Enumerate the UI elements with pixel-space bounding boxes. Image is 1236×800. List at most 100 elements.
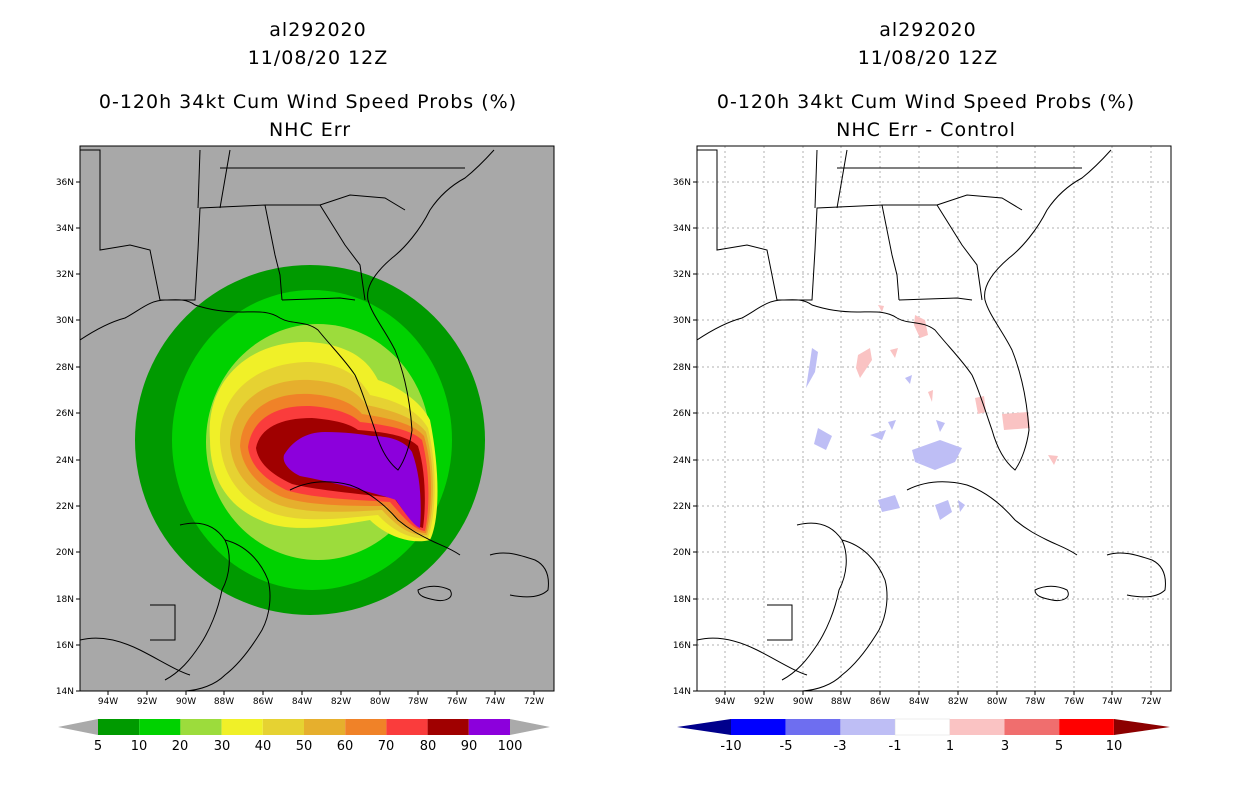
left-lat-label: 14N [56, 687, 74, 697]
left-colorbar-end-high [510, 719, 550, 735]
diff-positive-patch [928, 390, 933, 402]
right-lon-label: 82W [948, 697, 968, 707]
left-lon-label: 84W [292, 697, 312, 707]
diff-negative-patch [958, 500, 965, 512]
right-colorbar-swatch [949, 719, 1005, 735]
left-colorbar-label: 100 [498, 739, 523, 754]
left-colorbar-label: 10 [131, 739, 148, 754]
left-colorbar-label: 60 [337, 739, 354, 754]
left-lat-label: 20N [56, 548, 74, 558]
left-title-datetime: 11/08/20 12Z [247, 47, 389, 69]
right-lon-axis: 94W 92W 90W 88W 86W 84W 82W 80W 78W 76W … [715, 691, 1161, 707]
left-colorbar-label: 70 [378, 739, 395, 754]
right-lat-label: 30N [673, 316, 691, 326]
left-colorbar-swatch [221, 719, 263, 735]
right-difference-field [806, 305, 1058, 520]
right-lat-label: 14N [673, 687, 691, 697]
right-lon-label: 92W [754, 697, 774, 707]
right-colorbar-label: 1 [946, 739, 954, 754]
right-colorbar-end-high [1114, 719, 1170, 735]
left-colorbar-swatch [262, 719, 304, 735]
right-lat-label: 18N [673, 595, 691, 605]
left-lon-label: 90W [176, 697, 196, 707]
right-lat-label: 28N [673, 363, 691, 373]
left-title-product: 0-120h 34kt Cum Wind Speed Probs (%) [98, 91, 518, 113]
right-coastlines [697, 149, 1166, 691]
diff-positive-patch [975, 396, 986, 414]
left-colorbar-swatch [98, 719, 140, 735]
diff-negative-patch [935, 500, 952, 520]
left-lat-label: 32N [56, 270, 74, 280]
right-colorbar-label: -5 [780, 739, 793, 754]
diff-positive-patch [890, 348, 898, 358]
left-lat-axis: 36N 34N 32N 30N 28N 26N 24N 22N 20N 18N … [56, 178, 80, 697]
right-lat-label: 24N [673, 456, 691, 466]
right-lat-label: 32N [673, 270, 691, 280]
left-lon-label: 82W [331, 697, 351, 707]
left-colorbar-label: 90 [461, 739, 478, 754]
left-colorbar-end-low [58, 719, 98, 735]
right-colorbar-label: 3 [1001, 739, 1009, 754]
left-colorbar-label: 40 [255, 739, 272, 754]
left-lat-label: 16N [56, 641, 74, 651]
left-colorbar-swatch [304, 719, 346, 735]
diff-positive-patch [914, 315, 928, 338]
diff-positive-patch [856, 348, 872, 378]
right-colorbar-swatch [731, 719, 786, 735]
left-colorbar-swatch [468, 719, 510, 735]
left-lon-label: 78W [408, 697, 428, 707]
left-lon-label: 74W [485, 697, 505, 707]
right-title-subtitle: NHC Err - Control [836, 119, 1016, 141]
right-lon-label: 76W [1064, 697, 1084, 707]
right-lon-label: 72W [1141, 697, 1161, 707]
right-colorbar-swatch [785, 719, 841, 735]
left-lat-label: 30N [56, 316, 74, 326]
right-lon-label: 90W [793, 697, 813, 707]
left-title-subtitle: NHC Err [268, 119, 352, 141]
left-lat-label: 36N [56, 178, 74, 188]
right-lat-axis: 36N 34N 32N 30N 28N 26N 24N 22N 20N 18N … [673, 178, 697, 697]
right-colorbar-swatch [1059, 719, 1114, 735]
left-colorbar-swatch [427, 719, 469, 735]
right-lat-label: 26N [673, 409, 691, 419]
right-lon-label: 80W [987, 697, 1007, 707]
diff-negative-patch [814, 428, 832, 450]
left-lon-label: 76W [447, 697, 467, 707]
left-colorbar-label: 80 [420, 739, 437, 754]
left-lat-label: 26N [56, 409, 74, 419]
right-lon-label: 74W [1102, 697, 1122, 707]
left-lon-label: 86W [253, 697, 273, 707]
left-lat-label: 34N [56, 224, 74, 234]
left-colorbar-swatch [139, 719, 181, 735]
right-colorbar-label: -1 [889, 739, 902, 754]
right-lat-label: 16N [673, 641, 691, 651]
left-colorbar-label: 5 [94, 739, 102, 754]
right-lon-label: 84W [909, 697, 929, 707]
right-colorbar-swatch [894, 718, 951, 736]
left-lon-label: 72W [524, 697, 544, 707]
right-title-datetime: 11/08/20 12Z [857, 47, 999, 69]
left-lon-label: 94W [98, 697, 118, 707]
right-lat-label: 20N [673, 548, 691, 558]
right-colorbar: -10 -5 -3 -1 1 3 5 10 [677, 718, 1170, 754]
diff-negative-patch [870, 430, 886, 440]
left-lat-label: 28N [56, 363, 74, 373]
left-lat-label: 18N [56, 595, 74, 605]
left-map: 36N 34N 32N 30N 28N 26N 24N 22N 20N 18N … [56, 145, 555, 754]
diff-negative-patch [806, 348, 818, 388]
left-lat-label: 24N [56, 456, 74, 466]
diff-negative-patch [905, 375, 912, 384]
left-colorbar-swatch [180, 719, 222, 735]
left-probability-field [135, 265, 485, 615]
right-title-storm: al292020 [879, 19, 977, 41]
left-title-storm: al292020 [269, 19, 367, 41]
diff-positive-patch [878, 305, 884, 312]
left-lon-label: 88W [214, 697, 234, 707]
left-colorbar-swatch [345, 719, 387, 735]
left-colorbar-label: 50 [296, 739, 313, 754]
right-lon-label: 78W [1025, 697, 1045, 707]
right-title-product: 0-120h 34kt Cum Wind Speed Probs (%) [716, 91, 1136, 113]
right-lon-label: 86W [870, 697, 890, 707]
right-map: 36N 34N 32N 30N 28N 26N 24N 22N 20N 18N … [673, 145, 1172, 754]
right-map-frame [696, 145, 1172, 692]
